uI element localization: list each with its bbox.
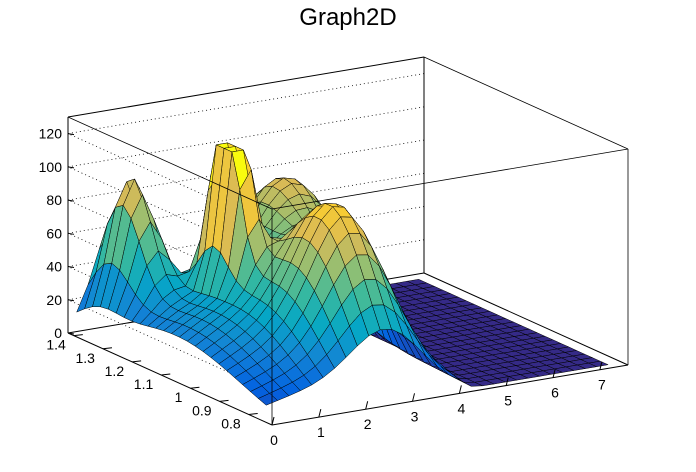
z-tick-label: 60	[46, 225, 62, 241]
z-gridline-back-wall	[67, 73, 425, 135]
y-tick-label: 1.4	[46, 337, 66, 353]
front-top-edge	[271, 148, 629, 210]
z-axis-tick	[67, 332, 75, 335]
back-top-edge	[67, 56, 425, 118]
y-axis-tick	[190, 386, 200, 389]
z-tick-label: 0	[54, 325, 62, 341]
x-tick-label: 0	[270, 432, 278, 448]
x-tick-label: 3	[411, 408, 419, 424]
x-tick-label: 7	[598, 377, 606, 393]
z-gridline-back-wall	[67, 106, 425, 168]
y-axis-tick	[219, 399, 229, 402]
y-tick-label: 1	[175, 389, 183, 405]
left-floor-edge	[67, 332, 273, 426]
x-axis-tick	[271, 416, 275, 426]
x-tick-label: 4	[457, 400, 465, 416]
x-axis-tick	[458, 385, 462, 394]
z-tick-label: 40	[46, 259, 62, 275]
x-axis-tick	[552, 369, 556, 378]
y-axis-tick	[248, 412, 258, 415]
z-axis-tick	[67, 266, 75, 269]
z-axis-tick	[67, 232, 75, 235]
y-tick-label: 0.9	[192, 402, 212, 418]
front-floor-edge	[271, 364, 629, 426]
right-floor-edge	[423, 272, 629, 366]
y-axis-tick	[132, 360, 142, 363]
y-axis-tick	[161, 373, 171, 376]
chart-title: Graph2D	[299, 4, 397, 31]
z-tick-label: 120	[39, 126, 63, 142]
right-top-edge	[423, 56, 629, 150]
plot-frame-front	[67, 56, 629, 426]
y-tick-label: 1.2	[105, 363, 125, 379]
x-axis-tick	[365, 401, 369, 410]
z-tick-label: 80	[46, 192, 62, 208]
x-axis-tick	[505, 377, 509, 386]
axis-ticks: 0 20 40 60 80 100 120 0 1 2 3 4 5 6 7 0.8 0.9 1 1.1 1.2 1.3 1…	[39, 126, 606, 448]
y-tick-label: 1.1	[134, 376, 154, 392]
z-axis-tick	[67, 166, 75, 169]
z-tick-label: 100	[39, 159, 63, 175]
x-axis-tick	[412, 393, 416, 402]
y-axis-tick	[102, 347, 113, 350]
surface-cell	[587, 360, 609, 367]
z-axis-tick	[67, 299, 75, 302]
left-top-edge	[67, 116, 273, 210]
x-tick-label: 5	[504, 393, 512, 409]
x-axis-tick	[599, 361, 603, 370]
x-tick-label: 6	[551, 385, 559, 401]
z-axis-tick	[67, 199, 75, 202]
x-tick-label: 1	[317, 424, 325, 440]
surface-mesh	[76, 142, 609, 406]
y-tick-label: 0.8	[221, 415, 241, 431]
y-axis-tick	[73, 334, 83, 337]
x-tick-label: 2	[364, 416, 372, 432]
z-axis-tick	[67, 133, 75, 136]
z-tick-label: 20	[46, 292, 62, 308]
y-tick-label: 1.3	[76, 350, 96, 366]
x-axis-tick	[318, 408, 322, 418]
